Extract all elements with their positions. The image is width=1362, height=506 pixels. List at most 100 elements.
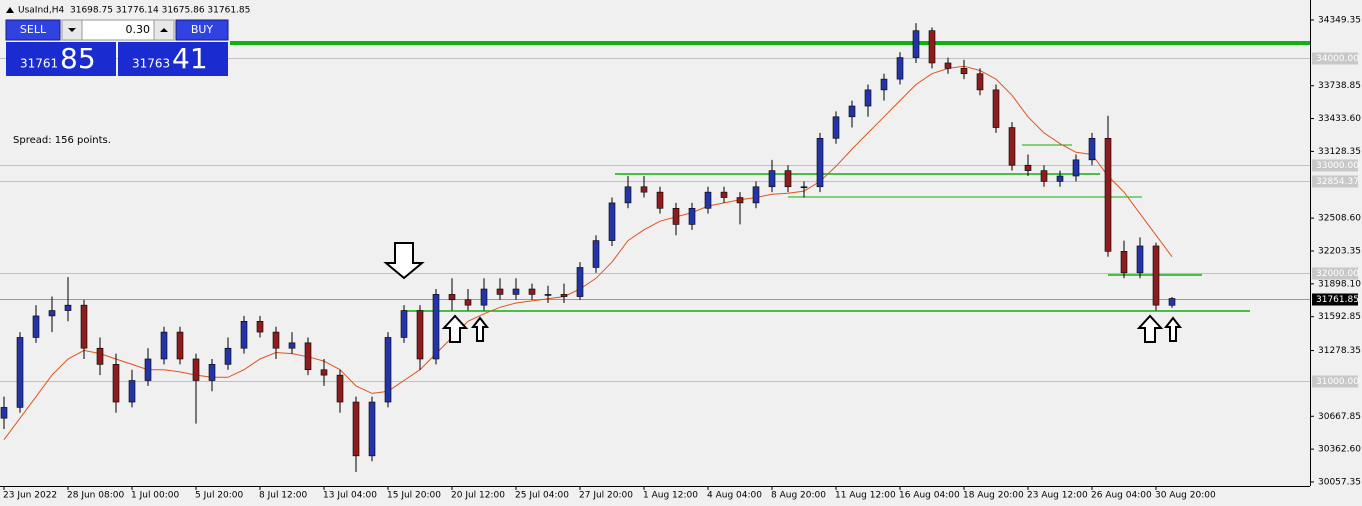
ohlc-text: 31698.75 31776.14 31675.86 31761.85 xyxy=(70,6,250,16)
y-tick-label: 32203.35 xyxy=(1318,246,1361,256)
y-tick-label: 30667.85 xyxy=(1318,412,1361,422)
collapse-icon[interactable] xyxy=(6,7,14,13)
candle-body xyxy=(1024,164,1032,171)
candle-body xyxy=(896,57,904,80)
candle-body xyxy=(592,240,600,268)
plot-area xyxy=(0,23,1310,473)
candle-body xyxy=(608,202,616,241)
level-label: 31000.00 xyxy=(1316,377,1359,387)
candle-body xyxy=(352,401,360,457)
candle-body xyxy=(384,337,392,403)
candle-body xyxy=(832,116,840,139)
x-tick-label: 15 Jul 20:00 xyxy=(387,491,441,501)
up-arrow xyxy=(1163,316,1183,342)
ask-pips: 41 xyxy=(172,42,208,75)
level-label: 32000.00 xyxy=(1316,269,1359,279)
lot-value: 0.30 xyxy=(126,23,151,36)
buy-button[interactable] xyxy=(175,19,229,41)
candle-body xyxy=(752,186,760,204)
candle-body xyxy=(688,207,696,225)
level-label-bg xyxy=(1312,267,1358,280)
candle-body xyxy=(112,364,120,403)
candle-body xyxy=(672,207,680,225)
x-tick-label: 1 Jul 00:00 xyxy=(131,491,180,501)
candle-body xyxy=(544,294,552,296)
up-arrow xyxy=(441,314,469,343)
candle-body xyxy=(512,288,520,295)
candle-body xyxy=(624,186,632,204)
candle-body xyxy=(912,30,920,58)
x-tick-label: 11 Aug 12:00 xyxy=(835,491,896,501)
candle-body xyxy=(32,315,40,338)
candle-body xyxy=(432,294,440,360)
bid-pips: 85 xyxy=(60,42,96,75)
y-tick-label: 33738.85 xyxy=(1318,81,1361,91)
up-arrow xyxy=(1136,314,1164,343)
buy-label: BUY xyxy=(191,23,214,36)
candle-body xyxy=(128,380,136,403)
x-tick-label: 28 Jun 08:00 xyxy=(67,491,124,501)
candle-body xyxy=(560,294,568,297)
candle-body xyxy=(864,89,872,107)
candle-body xyxy=(208,364,216,381)
x-tick-label: 27 Jul 20:00 xyxy=(579,491,633,501)
y-tick-label: 31278.35 xyxy=(1318,346,1361,356)
candle-body xyxy=(960,68,968,75)
candle-body xyxy=(1104,138,1112,252)
candle-body xyxy=(816,138,824,188)
candle-body xyxy=(272,331,280,349)
x-tick-label: 4 Aug 04:00 xyxy=(707,491,762,501)
ask-box[interactable] xyxy=(118,42,228,76)
candle-body xyxy=(1120,251,1128,274)
y-tick-label: 33433.60 xyxy=(1318,114,1361,124)
candle-body xyxy=(224,347,232,365)
candle-body xyxy=(240,321,248,349)
candle-body xyxy=(656,191,664,209)
candle-body xyxy=(48,310,56,317)
candle-body xyxy=(640,186,648,193)
candle-body xyxy=(1008,127,1016,166)
y-tick-label: 31592.85 xyxy=(1318,312,1361,322)
sell-label: SELL xyxy=(20,23,47,36)
level-label: 32854.37 xyxy=(1316,177,1359,187)
candle-body xyxy=(304,342,312,371)
x-tick-label: 20 Jul 12:00 xyxy=(451,491,505,501)
x-tick-label: 8 Aug 20:00 xyxy=(771,491,826,501)
candle-body xyxy=(720,191,728,198)
x-tick-label: 18 Aug 20:00 xyxy=(963,491,1024,501)
symbol: UsaInd,H4 xyxy=(18,6,64,16)
candle-body xyxy=(1088,138,1096,161)
x-tick-label: 23 Aug 12:00 xyxy=(1027,491,1088,501)
sell-button[interactable] xyxy=(5,19,61,41)
price-label: 31761.85 xyxy=(1316,295,1359,305)
candle-body xyxy=(464,299,472,306)
level-label-bg xyxy=(1312,175,1358,188)
y-tick-label: 32508.60 xyxy=(1318,214,1361,224)
candle-body xyxy=(336,374,344,403)
candle-body xyxy=(256,321,264,333)
bid-box[interactable] xyxy=(6,42,116,76)
spread: Spread: 156 points. xyxy=(13,135,111,146)
level-label: 33000.00 xyxy=(1316,161,1359,171)
x-tick-label: 23 Jun 2022 xyxy=(3,491,57,501)
candle-body xyxy=(528,288,536,295)
candle-body xyxy=(496,288,504,295)
candle-body xyxy=(1040,170,1048,182)
level-label-bg xyxy=(1312,52,1358,65)
y-tick-label: 33128.35 xyxy=(1318,147,1361,157)
candle-body xyxy=(320,369,328,376)
candle-body xyxy=(0,407,8,419)
down-arrow xyxy=(383,242,425,280)
candle-body xyxy=(576,267,584,297)
candle-body xyxy=(16,337,24,408)
candle-body xyxy=(1136,245,1144,274)
candle-body xyxy=(160,331,168,360)
level-label-bg xyxy=(1312,159,1358,172)
candle-body xyxy=(96,347,104,365)
candle-body xyxy=(784,170,792,188)
y-tick-label: 30362.60 xyxy=(1318,445,1361,455)
x-tick-label: 13 Jul 04:00 xyxy=(323,491,377,501)
candle-body xyxy=(288,342,296,349)
